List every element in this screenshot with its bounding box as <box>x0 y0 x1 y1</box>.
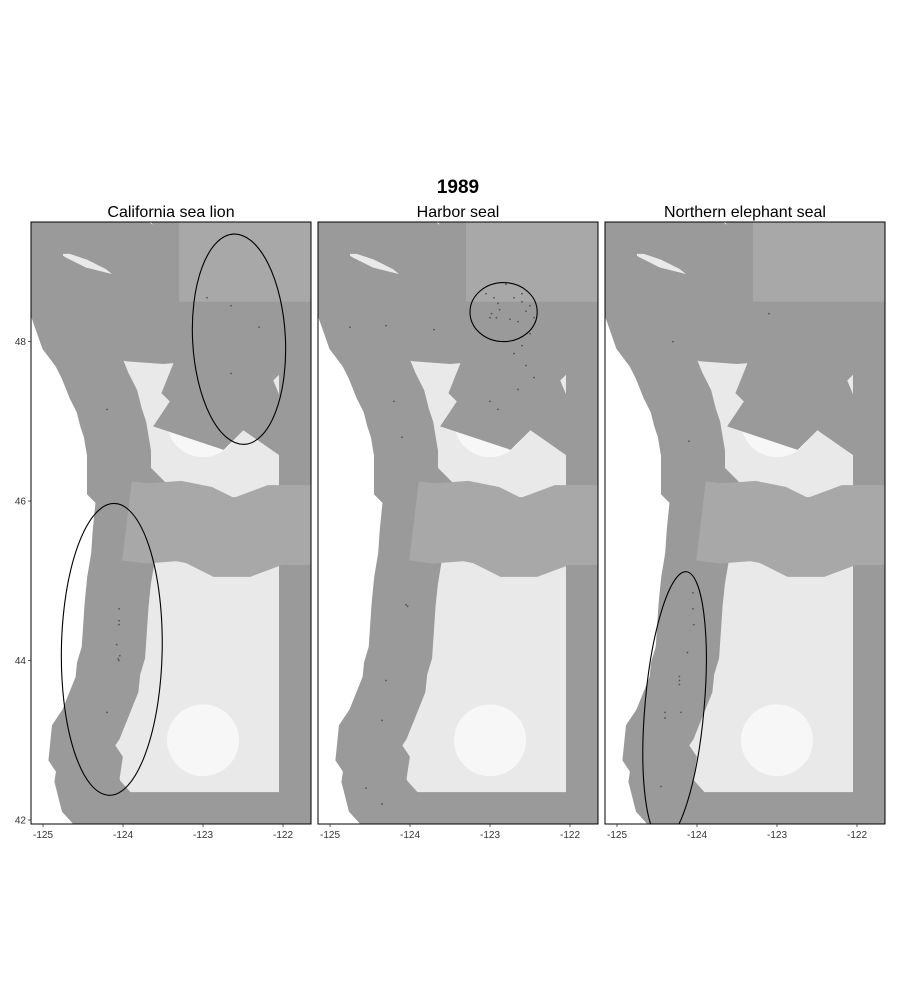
sighting-point <box>660 785 662 788</box>
sighting-point <box>768 312 770 315</box>
sighting-point <box>106 408 108 411</box>
sighting-point <box>230 372 232 375</box>
sighting-point <box>115 643 118 646</box>
x-tick-label: -125 <box>320 830 340 841</box>
y-tick-label: 44 <box>15 656 27 667</box>
sighting-point <box>490 312 493 315</box>
panel-frame <box>604 221 886 825</box>
sighting-point <box>513 352 515 355</box>
sighting-point <box>495 316 498 319</box>
sighting-point <box>106 711 108 714</box>
sighting-point <box>529 332 531 335</box>
x-tick-label: -124 <box>687 830 707 841</box>
sighting-point <box>517 320 519 323</box>
y-tick-label: 46 <box>15 497 27 508</box>
sighting-point <box>521 344 523 347</box>
sighting-point <box>406 605 409 608</box>
x-tick-label: -122 <box>847 830 867 841</box>
sighting-point <box>533 376 535 379</box>
sighting-point <box>688 440 690 443</box>
x-tick-label: -123 <box>193 830 213 841</box>
sighting-point <box>664 711 666 714</box>
sighting-point <box>497 408 499 411</box>
sighting-point <box>513 296 515 299</box>
sighting-point <box>505 283 507 286</box>
sighting-point <box>118 607 120 610</box>
sighting-point <box>664 717 666 719</box>
panel-title: California sea lion <box>107 204 234 221</box>
y-tick-label: 48 <box>15 337 27 348</box>
sighting-point <box>117 658 120 660</box>
panel-title: Northern elephant seal <box>664 204 826 221</box>
sighting-point <box>381 719 383 722</box>
x-tick-label: -122 <box>273 830 293 841</box>
x-tick-label: -125 <box>607 830 627 841</box>
sighting-point <box>517 388 519 391</box>
sighting-point <box>497 302 499 305</box>
panel-0: California sea lion -125 -124 -123 -122 42 44 4… <box>15 204 312 841</box>
sighting-point <box>498 308 501 311</box>
panel-1: Harbor seal -125 -124 -123 -122 <box>317 204 599 841</box>
sighting-point <box>258 326 260 329</box>
panel-frame <box>317 221 599 825</box>
sighting-point <box>401 436 403 439</box>
sighting-point <box>485 292 487 295</box>
sighting-point <box>385 324 387 327</box>
sighting-point <box>521 292 523 295</box>
x-tick-label: -124 <box>113 830 133 841</box>
range-ellipse <box>60 502 163 796</box>
sighting-point <box>521 300 523 303</box>
sighting-point <box>118 659 120 662</box>
sighting-point <box>692 607 694 610</box>
panel-title: Harbor seal <box>417 204 500 221</box>
sighting-point <box>692 591 694 594</box>
sighting-point <box>489 316 491 319</box>
sighting-point <box>393 400 395 403</box>
sighting-point <box>365 787 367 790</box>
x-tick-label: -123 <box>767 830 787 841</box>
sighting-point <box>678 683 681 686</box>
range-ellipse <box>191 233 287 445</box>
x-tick-label: -123 <box>480 830 500 841</box>
sighting-point <box>118 623 120 626</box>
sighting-point <box>680 711 682 714</box>
sighting-point <box>118 619 120 622</box>
sighting-point <box>672 340 674 343</box>
sighting-point <box>385 679 387 682</box>
sighting-point <box>525 310 527 313</box>
range-ellipse <box>642 571 707 824</box>
x-tick-label: -122 <box>560 830 580 841</box>
x-tick-label: -125 <box>33 830 53 841</box>
sighting-point <box>433 328 435 331</box>
sighting-point <box>206 296 208 299</box>
y-tick-label: 42 <box>15 816 27 827</box>
sighting-point <box>493 296 495 299</box>
sighting-point <box>678 679 681 682</box>
facet-panels: California sea lion -125 -124 -123 -122 42 44 4… <box>15 204 886 841</box>
sighting-point <box>525 364 527 367</box>
sighting-point <box>118 654 121 657</box>
x-tick-label: -124 <box>400 830 420 841</box>
sighting-point <box>349 326 351 329</box>
sighting-point <box>678 675 681 678</box>
panel-2: Northern elephant seal -125 -124 -123 -122 <box>604 204 886 841</box>
range-ellipse <box>469 282 538 343</box>
figure-title: 1989 <box>437 177 479 198</box>
sighting-point <box>405 603 407 606</box>
sighting-point <box>529 304 531 307</box>
sighting-point <box>489 400 491 403</box>
sighting-point <box>509 318 511 321</box>
sighting-point <box>381 803 383 805</box>
panel-frame <box>30 221 312 825</box>
sighting-point <box>686 651 689 654</box>
sighting-point <box>692 623 695 626</box>
sighting-point <box>533 316 535 319</box>
sighting-point <box>230 304 232 307</box>
